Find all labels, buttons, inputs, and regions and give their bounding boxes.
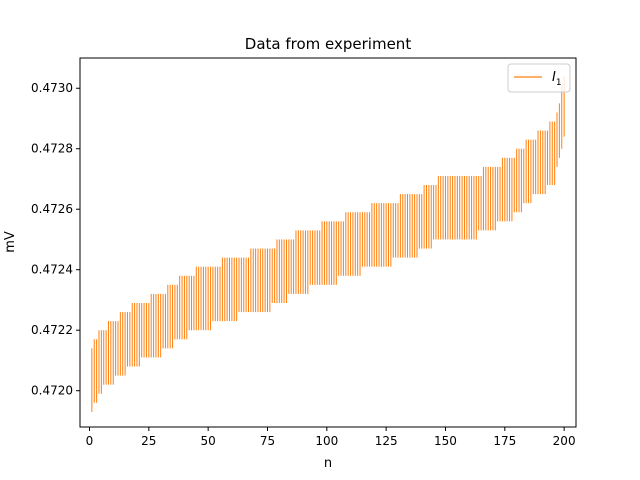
x-tick-label: 50 xyxy=(201,434,216,448)
legend-entry-subscript: 1 xyxy=(556,78,562,88)
errorbar-series xyxy=(91,76,565,412)
legend-box xyxy=(507,63,571,93)
plot-frame xyxy=(79,57,577,428)
x-tick-label: 100 xyxy=(315,434,338,448)
x-axis: 0 25 50 75 100 125 150 175 200 xyxy=(86,427,576,448)
y-tick-label: 0.4722 xyxy=(31,323,73,337)
chart-title: Data from experiment xyxy=(245,35,412,53)
x-tick-label: 200 xyxy=(553,434,576,448)
x-tick-label: 150 xyxy=(434,434,457,448)
x-tick-label: 175 xyxy=(493,434,516,448)
legend-entry-name: I xyxy=(552,70,556,85)
y-tick-label: 0.4724 xyxy=(31,263,73,277)
y-tick-label: 0.4726 xyxy=(31,202,73,216)
y-axis-label: mV xyxy=(3,231,18,253)
x-tick-label: 25 xyxy=(141,434,156,448)
legend: I1 xyxy=(507,63,571,93)
y-tick-label: 0.4720 xyxy=(31,384,73,398)
x-tick-label: 125 xyxy=(375,434,398,448)
x-tick-label: 0 xyxy=(86,434,94,448)
x-axis-label: n xyxy=(324,456,332,471)
x-tick-label: 75 xyxy=(260,434,275,448)
y-tick-label: 0.4730 xyxy=(31,81,73,95)
y-axis: 0.4720 0.4722 0.4724 0.4726 0.4728 0.4730 xyxy=(31,81,80,398)
y-tick-label: 0.4728 xyxy=(31,142,73,156)
legend-entry-label: I1 xyxy=(552,70,562,88)
